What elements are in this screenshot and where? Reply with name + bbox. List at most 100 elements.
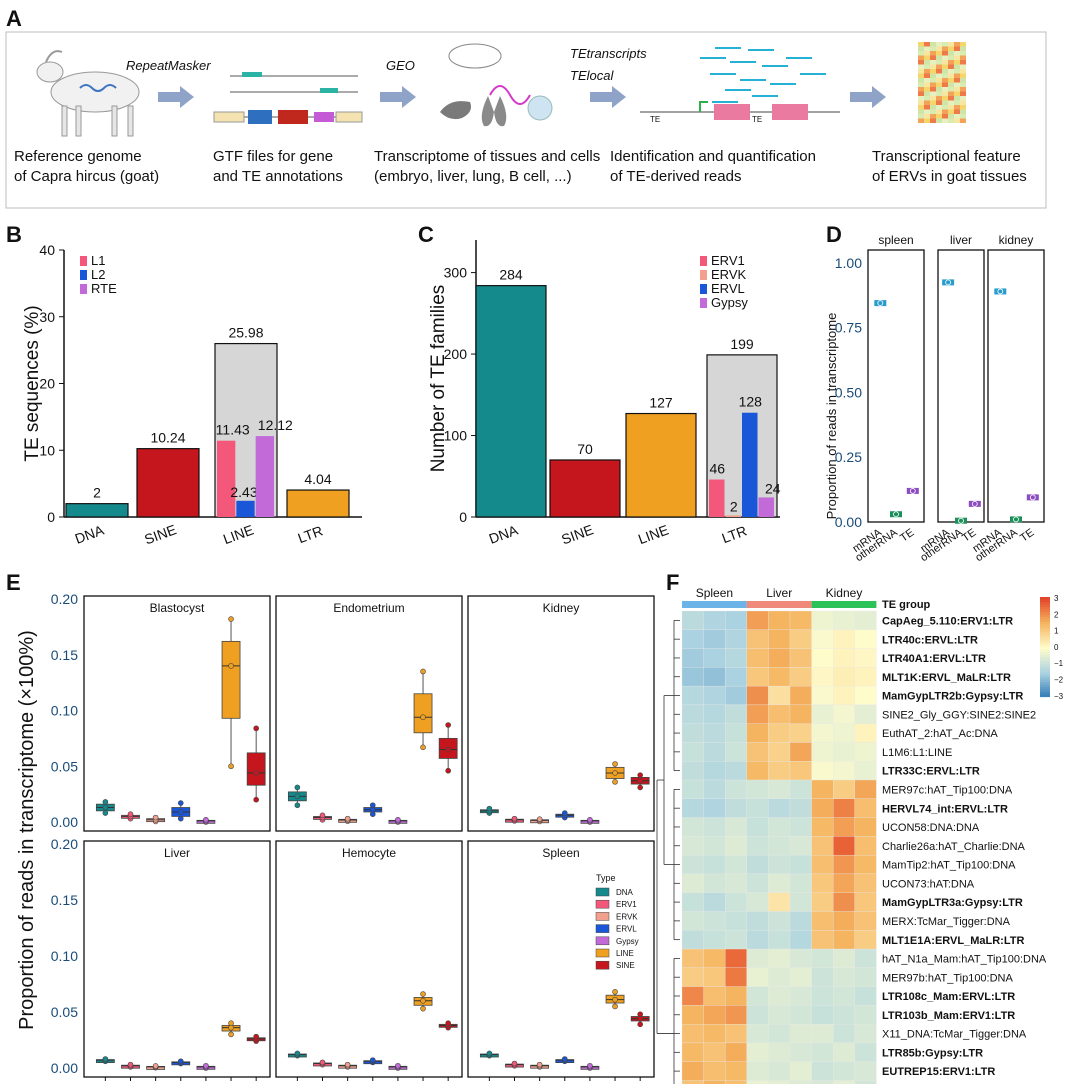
mini-heat-cell [948,46,954,51]
legend-swatch-line [595,948,610,958]
heat-cell [811,892,834,912]
heat-cell [768,836,791,856]
exon-box [714,104,750,120]
box-point [203,816,209,823]
zoom-circle [448,43,502,69]
row-label: MLT1E1A:ERVL_MaLR:LTR [882,935,1024,947]
heat-cell [768,967,791,987]
point-te [909,488,916,494]
mini-heat-cell [954,55,960,60]
panel-letter-d: D [826,222,842,247]
heat-cell [833,742,855,762]
heat-cell [703,854,726,875]
step-2-line1: GTF files for gene [213,148,333,165]
mini-heat-cell [942,87,948,92]
heat-cell [681,854,704,875]
row-label: MERX:TcMar_Tigger:DNA [882,916,1011,928]
box-point [395,816,401,823]
legend-label-gypsy: Gypsy [711,295,748,310]
heat-cell [789,986,812,1006]
heat-cell [833,967,855,987]
goat-leg [111,105,118,137]
mini-heat-cell [960,60,966,65]
heat-cell [811,798,834,818]
heat-cell [833,836,855,856]
sub-bar-label: 11.43 [216,422,250,438]
mini-heat-cell [954,46,960,51]
row-header: TE group [882,599,931,611]
sub-bar-label: 2 [730,498,738,514]
mini-heat-cell [924,109,930,114]
mini-heat-cell [936,100,942,105]
row-label: CapAeg_5.110:ERV1:LTR [882,616,1013,628]
box-point [177,800,184,806]
scale-step [1040,599,1050,603]
box-point [445,746,451,753]
mini-heat-cell [948,91,954,96]
mini-heat-cell [930,100,936,105]
legend-swatch-erv1 [595,899,610,909]
legend-label-erv1: ERV1 [711,253,745,268]
heat-cell [768,892,791,912]
bar-value-label: 4.04 [304,471,331,487]
mini-heat-cell [918,91,924,96]
heat-cell [768,1005,791,1025]
mini-heat-cell [924,82,930,87]
box-sine [246,752,266,786]
mini-heat-cell [936,46,942,51]
heat-cell [854,761,877,781]
heat-cell [854,629,877,649]
heat-cell [811,1024,834,1044]
mini-heat-cell [936,87,942,92]
heat-cell [681,948,704,968]
mini-heat-cell [918,60,924,65]
mini-heat-cell [942,114,948,119]
box-line [221,640,241,719]
heat-cell [725,704,747,724]
heat-cell [768,948,791,968]
gtf-schematic-icon [213,72,363,124]
heat-cell [789,779,812,799]
box-point [177,809,184,815]
heat-cell [789,948,812,968]
y-tick-label: 0.00 [835,514,862,530]
heat-cell [725,986,747,1006]
heat-cell [681,610,704,630]
mini-heat-cell [948,73,954,78]
x-tick-label: TE [898,527,916,545]
heat-cell [789,1024,812,1044]
box-point [536,816,543,823]
mini-heat-cell [954,100,960,105]
heat-cell [768,1042,791,1062]
y-tick-label: 0.05 [51,758,78,774]
box-point [228,1031,234,1038]
heat-cell [811,817,834,837]
heat-cell [833,948,855,968]
heat-cell [746,854,769,875]
panel-b: B 0 10 20 30 40 TE sequences (%) 2 DNA 10.24 SINE 2… [6,222,362,547]
scale-step [1040,657,1050,660]
heat-cell [768,798,791,818]
heat-cell [789,667,812,687]
heat-cell [854,779,877,799]
row-label: EUTREP15:ERV1:LTR [882,1066,995,1078]
box-point [253,770,259,776]
heat-cell [833,685,855,706]
heat-cell [725,685,747,706]
point-te [971,500,978,507]
mini-heat-cell [930,51,936,56]
heat-cell [703,1005,726,1025]
mini-heat-cell [948,82,954,87]
arrow-1-shaft [158,92,180,102]
mini-heat-cell [948,51,954,56]
panel-letter-f: F [666,570,679,595]
step-3-line2: (embryo, liver, lung, B cell, ...) [374,168,572,185]
row-label: LTR40c:ERVL:LTR [882,634,978,646]
heat-cell [789,967,812,987]
y-tick-label: 0.50 [835,384,862,400]
sub-bar-label: 2.43 [230,484,257,500]
tool-telocal: TElocal [570,68,614,83]
legend-label-ervl: ERVL [616,925,637,934]
heat-cell [703,667,726,687]
heat-cell [811,779,834,799]
